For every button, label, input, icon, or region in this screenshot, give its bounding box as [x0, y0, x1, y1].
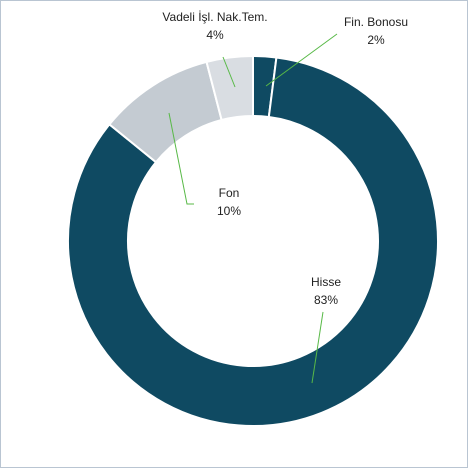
- value-label: 2%: [367, 33, 385, 47]
- donut-segment: [205, 54, 254, 122]
- category-label: Fon: [219, 186, 240, 200]
- category-label: Vadeli İşl. Nak.Tem.: [162, 10, 267, 24]
- leader-line: [311, 311, 324, 384]
- category-label: Hisse: [311, 275, 341, 289]
- donut-segment: [67, 56, 439, 427]
- leader-line: [222, 56, 236, 88]
- leader-line: [168, 112, 194, 205]
- value-label: 10%: [217, 204, 241, 218]
- value-label: 83%: [314, 293, 338, 307]
- leader-line: [265, 33, 338, 87]
- value-label: 4%: [206, 28, 224, 42]
- category-label: Fin. Bonosu: [344, 15, 408, 29]
